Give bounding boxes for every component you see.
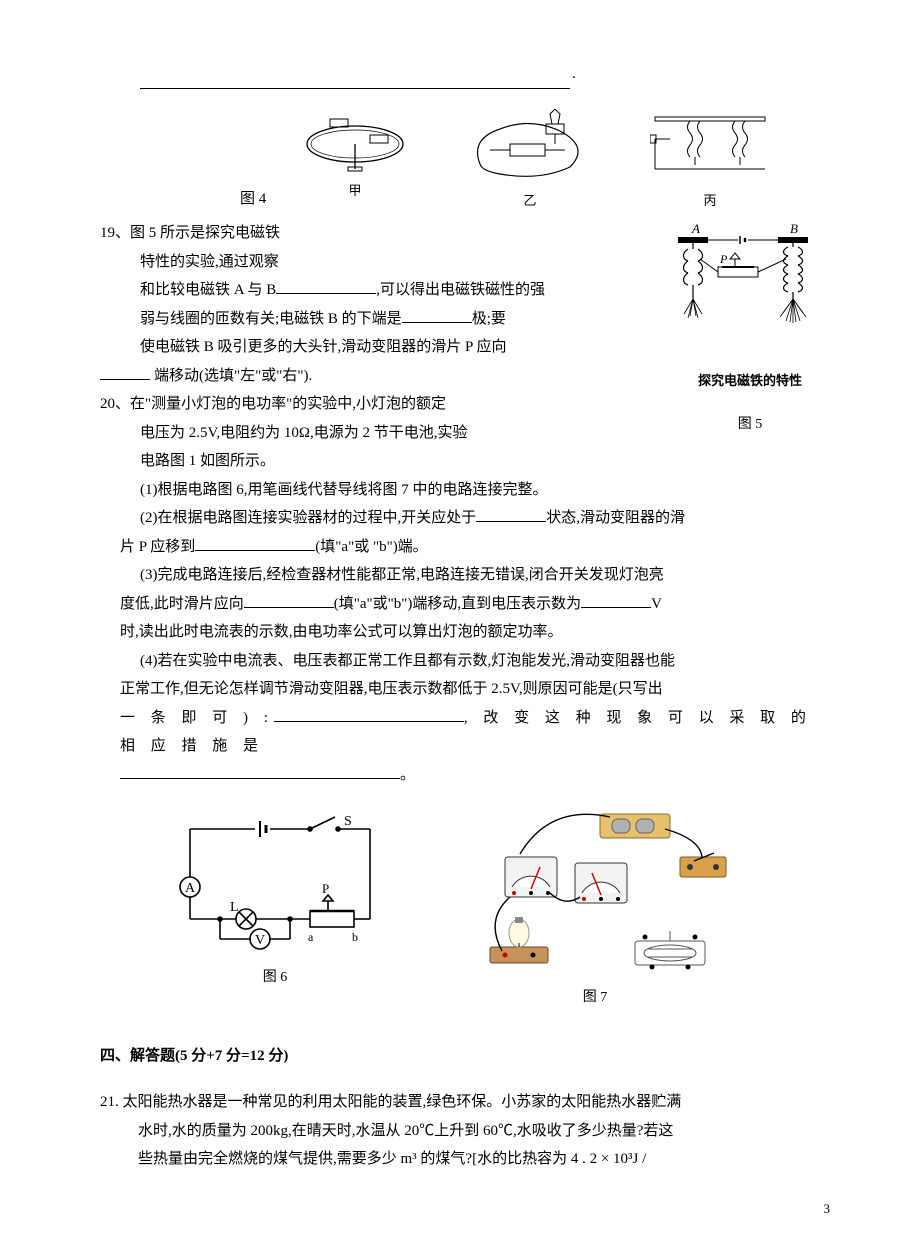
q20-p1: (1)根据电路图 6,用笔画线代替导线将图 7 中的电路连接完整。 [140,476,840,505]
figure-7: 图 7 [450,809,740,1012]
q19-blank-3[interactable] [100,362,150,380]
svg-text:A: A [691,221,700,236]
fig4-svg-1 [300,109,410,179]
q19-text-d-post: 极;要 [472,311,506,327]
q20-p3d: V [651,596,662,612]
figure-4-sub-3: 丙 [650,109,770,214]
q21-line3: 些热量由完全燃烧的煤气提供,需要多少 m³ 的煤气?[水的比热容为 4 . 2 … [138,1145,840,1174]
q20-blank-2[interactable] [195,533,315,551]
fig6-P: P [322,881,329,896]
fig6-a: a [308,930,314,944]
q20-p4e: 。 [400,767,415,783]
fig5-svg: A B [660,219,830,369]
q19-blank-1[interactable] [276,276,376,294]
question-20: 20、在"测量小灯泡的电功率"的实验中,小灯泡的额定 电压为 2.5V,电阻约为… [100,390,840,789]
q20-intro-c: 电路图 1 如图所示。 [140,447,840,476]
fig6-L: L [230,900,239,915]
q19-text-f: 端移动(选填"左"或"右"). [154,368,312,384]
q20-blank-3[interactable] [244,590,334,608]
svg-text:P: P [719,252,728,266]
q20-p2d: (填"a"或 "b")端。 [315,539,427,555]
q20-p3a: (3)完成电路连接后,经检查器材性能都正常,电路连接无错误,闭合开关发现灯泡亮 [140,561,840,590]
top-blank-line: . [140,60,840,89]
q20-blank-1[interactable] [476,504,546,522]
fig4-sublabel-2: 乙 [524,189,537,214]
fig7-svg [450,809,740,979]
fig6-V: V [255,933,265,948]
q20-p3e: 时,读出此时电流表的示数,由电功率公式可以算出灯泡的额定功率。 [120,618,840,647]
page-number: 3 [824,1197,831,1222]
figure-4-row: 图 4 甲 乙 [240,109,840,214]
figure-5-block: A B [660,219,840,438]
figure-6: S A L V P a b 图 6 [160,809,390,1012]
figures-6-7-row: S A L V P a b 图 6 [160,809,840,1012]
figure-4-label: 图 4 [240,185,266,214]
q20-p4a: (4)若在实验中电流表、电压表都正常工作且都有示数,灯泡能发光,滑动变阻器也能 [140,647,840,676]
q19-text-a: 图 5 所示是探究电磁铁 [130,225,280,241]
fig5-caption: 探究电磁铁的特性 [660,369,840,394]
q20-intro-a: 在"测量小灯泡的电功率"的实验中,小灯泡的额定 [130,396,446,412]
fig6-svg: S A L V P a b [160,809,390,959]
fig4-svg-2 [460,109,600,189]
q20-p3b: 度低,此时滑片应向 [120,596,244,612]
q20-p3c: (填"a"或"b")端移动,直到电压表示数为 [334,596,581,612]
fig7-label: 图 7 [583,985,608,1012]
q20-p2a: (2)在根据电路图连接实验器材的过程中,开关应处于 [140,510,476,526]
q20-p2c: 片 P 应移到 [120,539,195,555]
q20-p2b: 状态,滑动变阻器的滑 [546,510,685,526]
q20-blank-6[interactable] [120,761,400,779]
figure-4-sub-1: 甲 [300,109,410,214]
q19-text-c-pre: 和比较电磁铁 A 与 B [140,282,276,298]
fig4-svg-3 [650,109,770,189]
q21-line1: 太阳能热水器是一种常见的利用太阳能的装置,绿色环保。小苏家的太阳能热水器贮满 [123,1094,682,1110]
question-21: 21. 太阳能热水器是一种常见的利用太阳能的装置,绿色环保。小苏家的太阳能热水器… [100,1088,840,1174]
fig6-label: 图 6 [263,965,288,992]
svg-text:B: B [790,221,798,236]
q19-text-c-post: ,可以得出电磁铁磁性的强 [376,282,545,298]
q20-blank-4[interactable] [581,590,651,608]
q20-p4b: 正常工作,但无论怎样调节滑动变阻器,电压表示数都低于 2.5V,则原因可能是(只… [120,675,840,704]
section-4-heading: 四、解答题(5 分+7 分=12 分) [100,1042,840,1071]
q20-num: 20、 [100,396,130,412]
q20-blank-5[interactable] [274,704,464,722]
figure-4-sub-2: 乙 [460,109,600,214]
fig4-sublabel-3: 丙 [704,189,717,214]
q21-line2: 水时,水的质量为 200kg,在晴天时,水温从 20℃上升到 60℃,水吸收了多… [138,1117,840,1146]
q19-num: 19、 [100,225,130,241]
fig6-A: A [185,881,196,896]
q21-num: 21. [100,1094,119,1110]
q20-p4c: 一 条 即 可 ) : [120,710,274,726]
q19-text-e: 使电磁铁 B 吸引更多的大头针,滑动变阻器的滑片 P 应向 [140,339,507,355]
question-19: A B [100,219,840,390]
q19-text-d-pre: 弱与线圈的匝数有关;电磁铁 B 的下端是 [140,311,402,327]
fig5-label: 图 5 [660,412,840,439]
fig4-sublabel-1: 甲 [349,179,362,204]
q19-blank-2[interactable] [402,305,472,323]
fig6-b: b [352,930,358,944]
fig6-S: S [344,814,352,829]
